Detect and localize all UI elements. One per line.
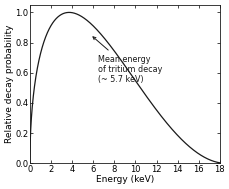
Text: Mean energy
of tritium decay
(~ 5.7 keV): Mean energy of tritium decay (~ 5.7 keV) bbox=[93, 37, 162, 84]
Y-axis label: Relative decay probability: Relative decay probability bbox=[5, 25, 14, 143]
X-axis label: Energy (keV): Energy (keV) bbox=[95, 175, 153, 184]
